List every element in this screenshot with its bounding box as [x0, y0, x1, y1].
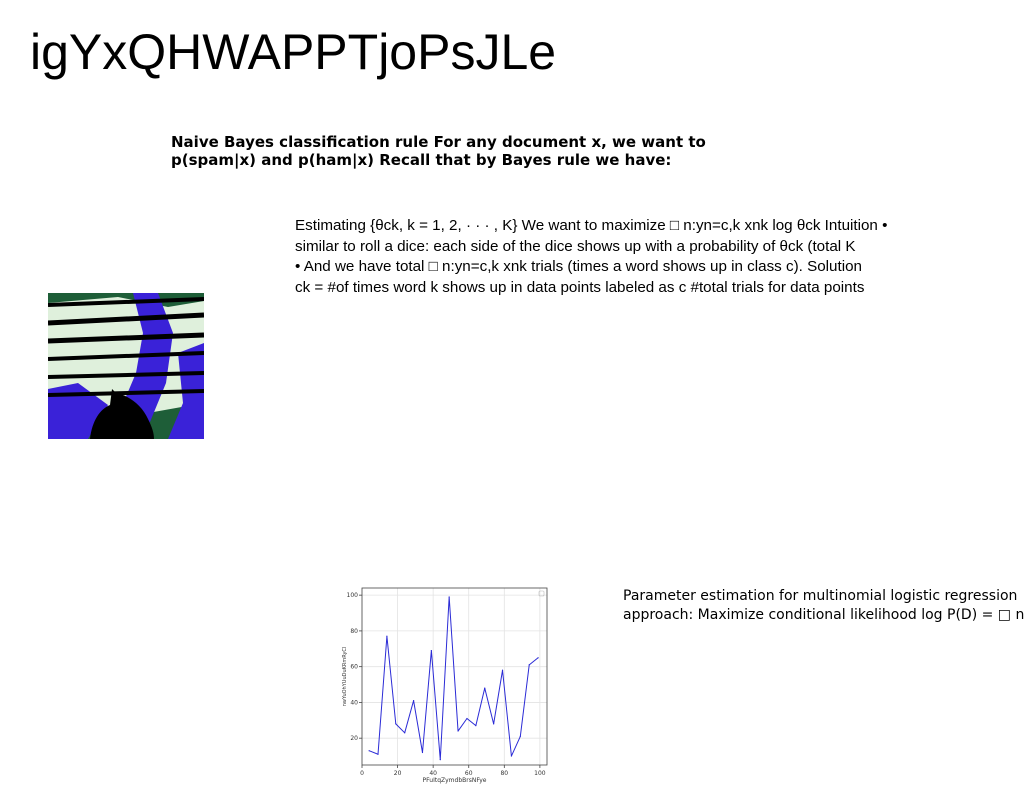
graffiti-photo	[48, 293, 204, 439]
estimating-line: ck = #of times word k shows up in data p…	[295, 278, 865, 296]
bayes-rule-text: Naive Bayes classification rule For any …	[171, 133, 706, 169]
data-point	[377, 753, 379, 755]
x-tick-label: 60	[465, 770, 473, 777]
parameter-line: approach: Maximize conditional likelihoo…	[623, 607, 1024, 623]
photo-blue-stroke	[48, 383, 108, 439]
estimating-line: Estimating {θck, k = 1, 2, · · · , K} We…	[295, 217, 888, 234]
photo-stripes	[48, 297, 204, 397]
data-point	[528, 664, 530, 666]
data-point	[439, 759, 441, 761]
data-point	[448, 596, 450, 598]
plot-frame	[361, 587, 548, 766]
line-chart: 0 20 40 60 80 100 20 40 60 80 100 PFuItqZymdbBrsNFy…	[333, 584, 551, 784]
bayes-rule-line: Naive Bayes classification rule For any …	[171, 133, 706, 151]
y-tick-label: 40	[350, 699, 358, 706]
estimating-theta-text: Estimating {θck, k = 1, 2, · · · , K} We…	[295, 216, 887, 298]
data-point	[395, 723, 397, 725]
parameter-estimation-text: Parameter estimation for multinomial log…	[623, 587, 1024, 625]
bayes-rule-line: p(spam|x) and p(ham|x) Recall that by Ba…	[171, 151, 672, 169]
line-chart-svg: 0 20 40 60 80 100 20 40 60 80 100 PFuItqZymdbBrsNFy…	[342, 587, 548, 784]
data-point	[430, 649, 432, 652]
y-tick-label: 100	[347, 592, 359, 599]
x-axis-label: PFuItqZymdbBrsNFye	[423, 777, 487, 784]
data-point	[466, 717, 468, 720]
graffiti-photo-image	[48, 293, 204, 439]
x-tick-label: 80	[500, 770, 508, 777]
parameter-line: Parameter estimation for multinomial log…	[623, 588, 1018, 604]
legend-box	[538, 590, 545, 597]
data-point	[510, 755, 513, 757]
photo-silhouette	[90, 389, 154, 439]
data-point	[501, 669, 504, 671]
data-point	[412, 700, 415, 702]
data-point	[537, 657, 539, 659]
data-point	[493, 723, 495, 725]
data-point	[368, 750, 370, 752]
data-point	[519, 735, 521, 737]
data-point	[457, 730, 459, 732]
data-point	[475, 725, 477, 727]
data-point	[404, 732, 406, 734]
data-point	[386, 635, 388, 637]
data-point	[421, 751, 424, 754]
x-tick-label: 100	[534, 770, 546, 777]
x-tick-label: 40	[429, 770, 437, 777]
y-axis-label: nwYuOhYUuDuKRmRyCl	[342, 647, 348, 707]
x-tick-label: 0	[360, 770, 364, 777]
y-tick-label: 60	[350, 664, 358, 671]
x-tick-label: 20	[394, 770, 402, 777]
data-point	[484, 687, 486, 689]
y-tick-label: 20	[350, 735, 358, 742]
y-tick-label: 80	[350, 628, 358, 635]
estimating-line: similar to roll a dice: each side of the…	[295, 237, 856, 255]
series-line-0	[368, 596, 539, 761]
page-title: igYxQHWAPPTjoPsJLe	[30, 24, 557, 80]
estimating-line: • And we have total □ n:yn=c,k xnk trial…	[295, 258, 862, 275]
